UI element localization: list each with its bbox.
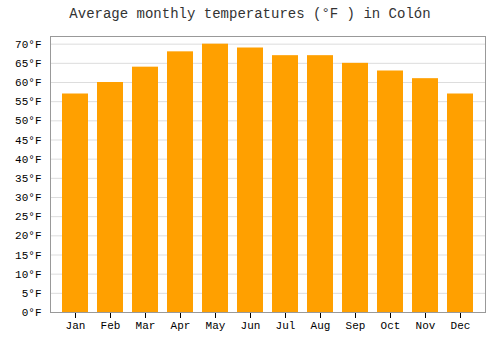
- svg-text:Dec: Dec: [451, 320, 471, 332]
- svg-text:60°F: 60°F: [15, 77, 41, 89]
- svg-text:45°F: 45°F: [15, 135, 41, 147]
- svg-text:Sep: Sep: [346, 320, 366, 332]
- svg-text:35°F: 35°F: [15, 173, 41, 185]
- svg-text:Jun: Jun: [241, 320, 261, 332]
- svg-text:Apr: Apr: [171, 320, 191, 332]
- svg-text:Jul: Jul: [276, 320, 296, 332]
- svg-text:25°F: 25°F: [15, 211, 41, 223]
- svg-text:Nov: Nov: [416, 320, 436, 332]
- svg-text:Jan: Jan: [66, 320, 86, 332]
- svg-text:Mar: Mar: [136, 320, 156, 332]
- svg-text:40°F: 40°F: [15, 154, 41, 166]
- svg-text:10°F: 10°F: [15, 269, 41, 281]
- svg-text:Feb: Feb: [101, 320, 121, 332]
- svg-text:15°F: 15°F: [15, 250, 41, 262]
- svg-text:55°F: 55°F: [15, 96, 41, 108]
- svg-text:20°F: 20°F: [15, 230, 41, 242]
- svg-text:70°F: 70°F: [15, 39, 41, 51]
- svg-text:5°F: 5°F: [22, 288, 42, 300]
- svg-text:65°F: 65°F: [15, 58, 41, 70]
- svg-text:0°F: 0°F: [22, 307, 42, 319]
- svg-text:Aug: Aug: [311, 320, 331, 332]
- svg-text:May: May: [206, 320, 226, 332]
- svg-text:30°F: 30°F: [15, 192, 41, 204]
- html-text:Average monthly temperatures (: Average monthly temperatures (°F ) in Co…: [69, 6, 431, 22]
- svg-text:50°F: 50°F: [15, 115, 41, 127]
- svg-text:Oct: Oct: [381, 320, 401, 332]
